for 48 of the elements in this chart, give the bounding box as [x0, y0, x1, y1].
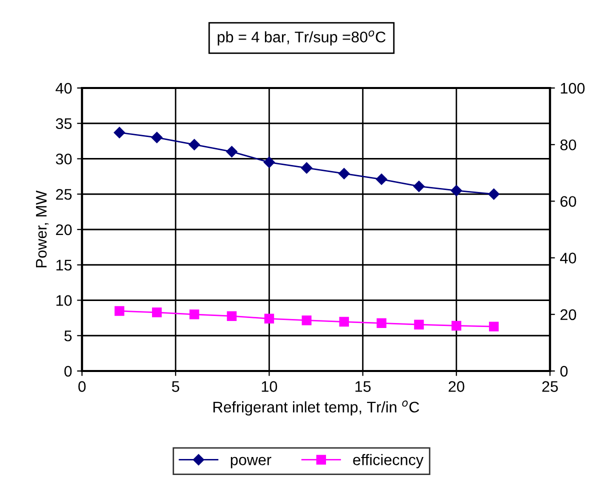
x-tick-label: 15	[355, 381, 371, 392]
point	[450, 184, 462, 196]
y-tick-label: 15	[56, 260, 72, 271]
point	[189, 310, 200, 320]
point	[376, 174, 388, 185]
x-tick-label: 25	[542, 381, 558, 392]
y2-tick-label: 80	[560, 139, 576, 150]
point	[488, 322, 499, 332]
y-tick-label: 35	[56, 118, 72, 130]
point	[488, 188, 500, 200]
y2-tick-label: 0	[560, 366, 568, 377]
y-tick-label: 5	[64, 330, 72, 342]
x-tick-label: 5	[172, 381, 180, 392]
y-tick-label: 40	[56, 82, 72, 94]
y2-tick-label: 20	[560, 309, 576, 320]
point	[339, 316, 349, 327]
point	[114, 126, 126, 138]
point	[264, 156, 275, 168]
x-axis-title: Refrigerant inlet temp, Tr/in $^{o}$C	[213, 400, 420, 416]
point	[376, 318, 386, 328]
y-tick-label: 20	[56, 224, 72, 236]
point	[338, 168, 350, 180]
point	[152, 308, 162, 318]
point	[413, 180, 425, 192]
point	[151, 132, 162, 144]
point	[264, 314, 274, 324]
chart-title: pb = 4 bar, Tr/sup =80$^{o}$C	[218, 30, 386, 46]
y-tick-label: 30	[56, 154, 72, 164]
x-tick-label: 10	[262, 381, 278, 392]
point	[452, 320, 462, 331]
point	[414, 320, 424, 330]
legend-label: efficiecncy	[353, 454, 424, 468]
point	[226, 146, 238, 158]
point	[226, 311, 237, 321]
y2-tick-label: 100	[560, 82, 585, 94]
y-tick-label: 0	[64, 366, 72, 377]
point	[302, 315, 312, 326]
y-axis-title: Power, MW	[36, 190, 49, 268]
legend-label: power	[230, 456, 272, 468]
y2-tick-label: 60	[560, 196, 576, 207]
x-tick-label: 0	[78, 381, 86, 392]
y2-tick-label: 40	[560, 252, 576, 264]
x-tick-label: 20	[448, 381, 464, 392]
point	[188, 138, 200, 150]
point	[114, 306, 124, 316]
y-tick-label: 25	[56, 188, 72, 200]
y-tick-label: 10	[56, 295, 72, 306]
point	[301, 162, 312, 174]
